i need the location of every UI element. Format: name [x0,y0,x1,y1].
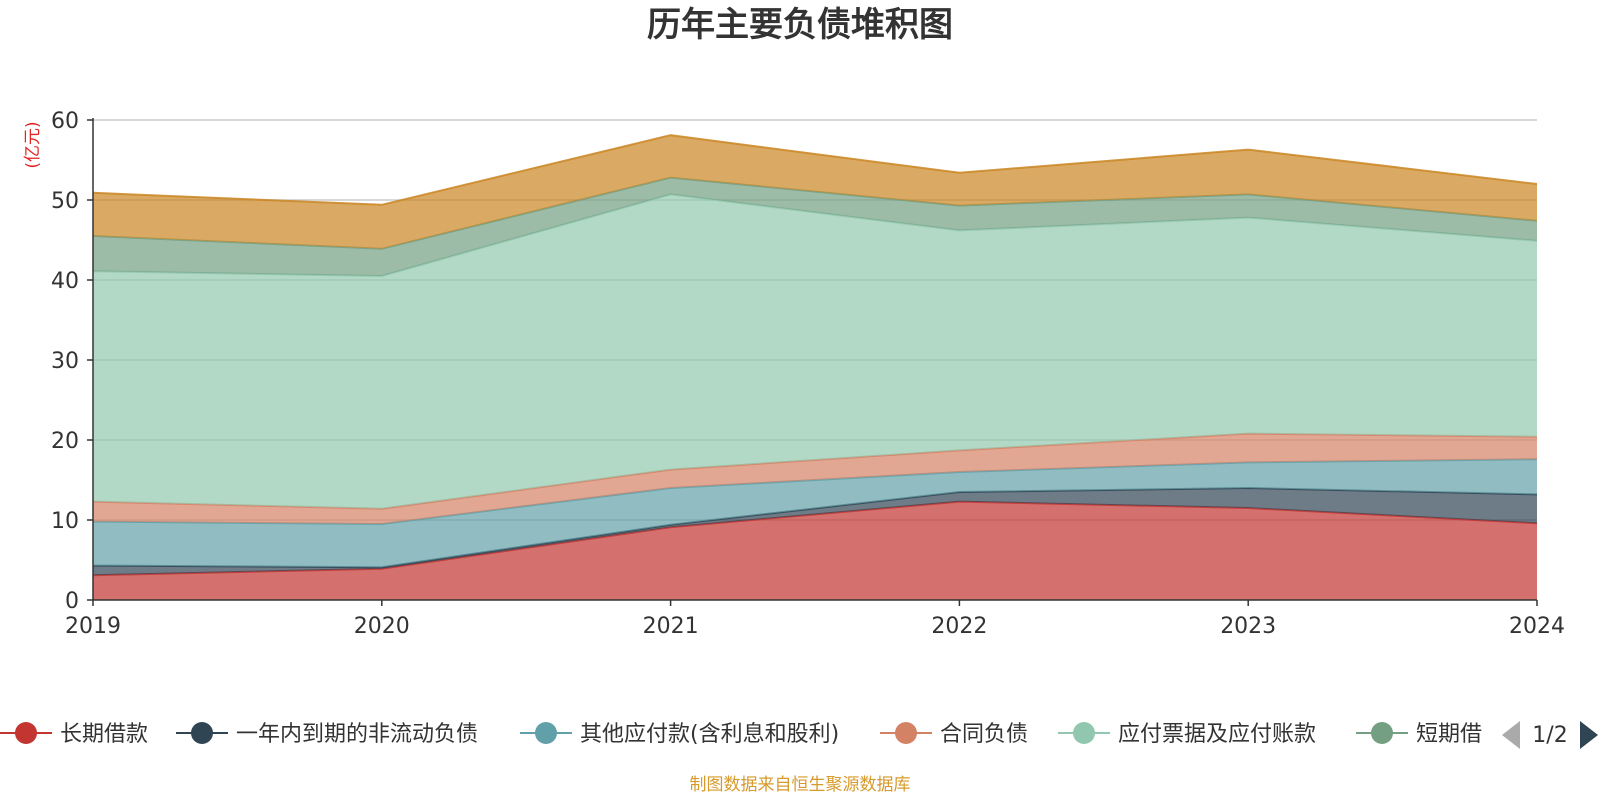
y-tick-label: 60 [51,109,79,134]
legend-page-indicator: 1/2 [1532,723,1567,748]
y-tick-label: 0 [65,589,79,614]
legend-marker-icon [535,722,557,744]
x-tick-label: 2022 [931,614,987,639]
legend-item[interactable]: 长期借款 [0,722,148,747]
legend-prev-page-icon[interactable] [1502,721,1520,749]
legend-label: 一年内到期的非流动负债 [236,722,478,747]
area-series [93,135,1537,249]
y-tick-label: 20 [51,429,79,454]
legend-marker-icon [191,722,213,744]
legend-item[interactable]: 其他应付款(含利息和股利) [520,722,839,747]
legend-marker-icon [1371,722,1393,744]
legend-label: 长期借款 [60,722,148,747]
legend-marker-icon [1073,722,1095,744]
legend-marker-icon [15,722,37,744]
x-tick-label: 2024 [1509,614,1565,639]
area-series-line [92,134,1538,206]
area-series [93,194,1537,509]
data-source-note: 制图数据来自恒生聚源数据库 [690,775,911,795]
legend-label: 短期借 [1416,722,1482,747]
legend-label: 其他应付款(含利息和股利) [580,722,839,747]
y-tick-label: 50 [51,189,79,214]
x-tick-label: 2021 [643,614,699,639]
x-tick-label: 2020 [354,614,410,639]
legend-item[interactable]: 合同负债 [880,722,1028,747]
y-tick-label: 30 [51,349,79,374]
area-series [93,459,1537,568]
tick-labels: 0 10 20 30 40 50 60 2019 2020 2021 2022 2023 2024 [51,109,1565,639]
legend-next-page-icon[interactable] [1580,721,1598,749]
legend: 长期借款 一年内到期的非流动负债 其他应付款(含利息和股利) 合同负债 应付票据及应付账… [0,721,1598,749]
area-series [93,177,1537,276]
legend-label: 应付票据及应付账款 [1118,722,1316,747]
x-tick-label: 2023 [1220,614,1276,639]
legend-item[interactable]: 一年内到期的非流动负债 [176,722,478,747]
area-series [93,501,1537,600]
legend-item[interactable]: 应付票据及应付账款 [1058,722,1316,747]
area-series [93,433,1537,524]
y-tick-label: 10 [51,509,79,534]
legend-item[interactable]: 短期借 [1356,722,1482,747]
axes [87,118,1538,606]
legend-label: 合同负债 [940,722,1028,747]
x-tick-label: 2019 [65,614,121,639]
area-series-group [92,134,1538,600]
legend-marker-icon [895,722,917,744]
chart-title: 历年主要负债堆积图 [647,5,953,45]
legend-items: 长期借款 一年内到期的非流动负债 其他应付款(含利息和股利) 合同负债 应付票据及应付账… [0,722,1482,747]
y-axis-unit-label: (亿元) [23,121,43,168]
y-tick-label: 40 [51,269,79,294]
